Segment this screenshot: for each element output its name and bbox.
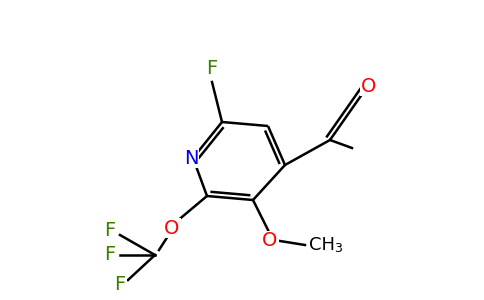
Text: N: N [184, 148, 198, 167]
Text: O: O [262, 232, 278, 250]
Text: F: F [105, 220, 116, 239]
Text: O: O [362, 76, 377, 95]
Text: F: F [105, 245, 116, 265]
Text: F: F [206, 58, 218, 77]
Text: CH: CH [309, 236, 335, 254]
Text: 3: 3 [334, 242, 342, 256]
Text: O: O [164, 218, 180, 238]
Text: F: F [114, 275, 126, 295]
